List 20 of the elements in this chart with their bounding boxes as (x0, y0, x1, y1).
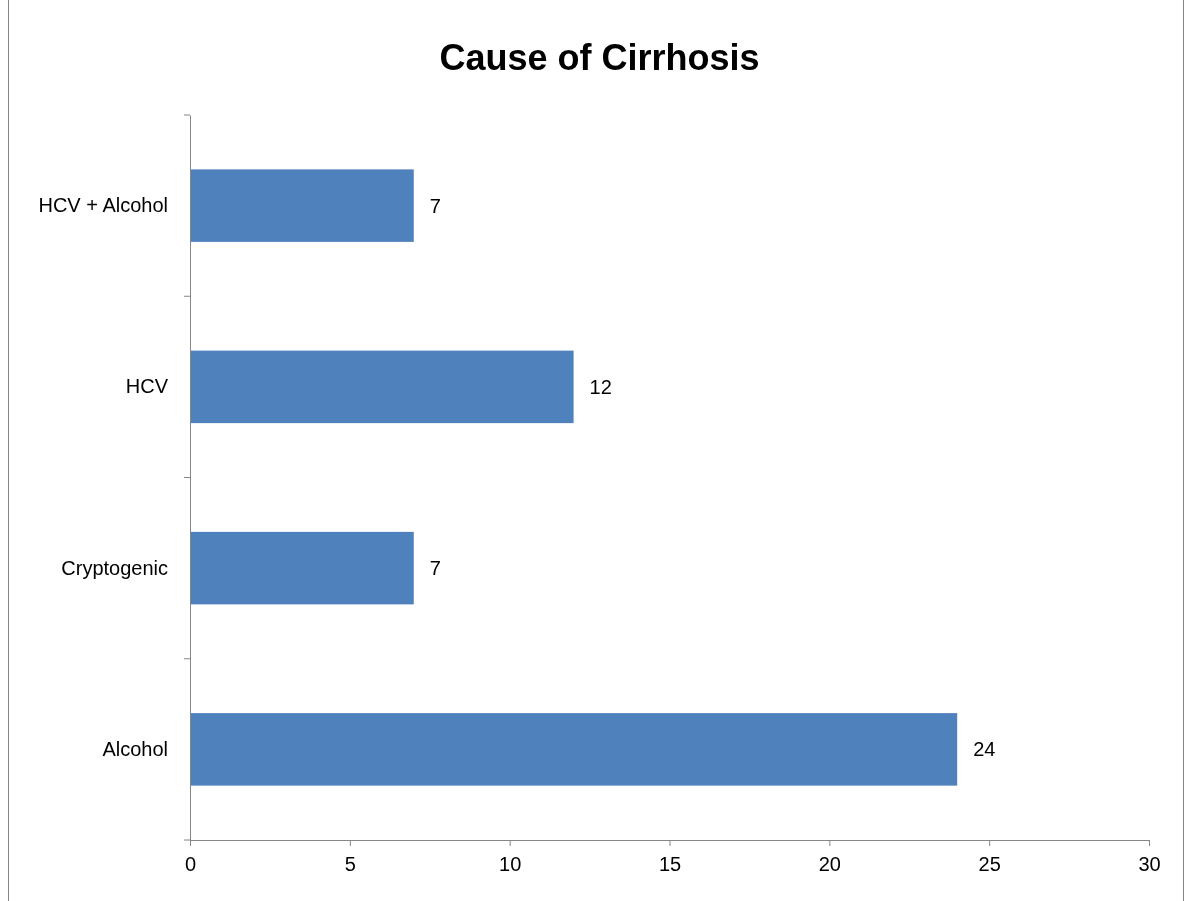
y-tick-label: Alcohol (102, 737, 168, 760)
x-tick-label: 30 (1138, 853, 1161, 875)
y-tick-label: Cryptogenic (61, 556, 168, 579)
data-label: 24 (973, 738, 996, 761)
bar (190, 531, 414, 605)
y-tick-label: HCV (125, 375, 169, 398)
data-label: 7 (429, 557, 441, 580)
chart-title: Cause of Cirrhosis (439, 37, 760, 78)
y-tick-label: HCV + Alcohol (38, 194, 168, 217)
data-label: 12 (589, 375, 612, 398)
x-tick-label: 10 (499, 853, 522, 875)
bar (190, 350, 574, 424)
x-tick-label: 5 (344, 853, 356, 875)
x-tick-label: 20 (818, 853, 841, 875)
bar (190, 713, 958, 786)
data-label: 7 (429, 194, 441, 217)
x-tick-label: 15 (658, 853, 682, 875)
bar (190, 169, 414, 242)
x-tick-label: 0 (184, 853, 197, 875)
x-tick-label: 25 (978, 853, 1001, 875)
